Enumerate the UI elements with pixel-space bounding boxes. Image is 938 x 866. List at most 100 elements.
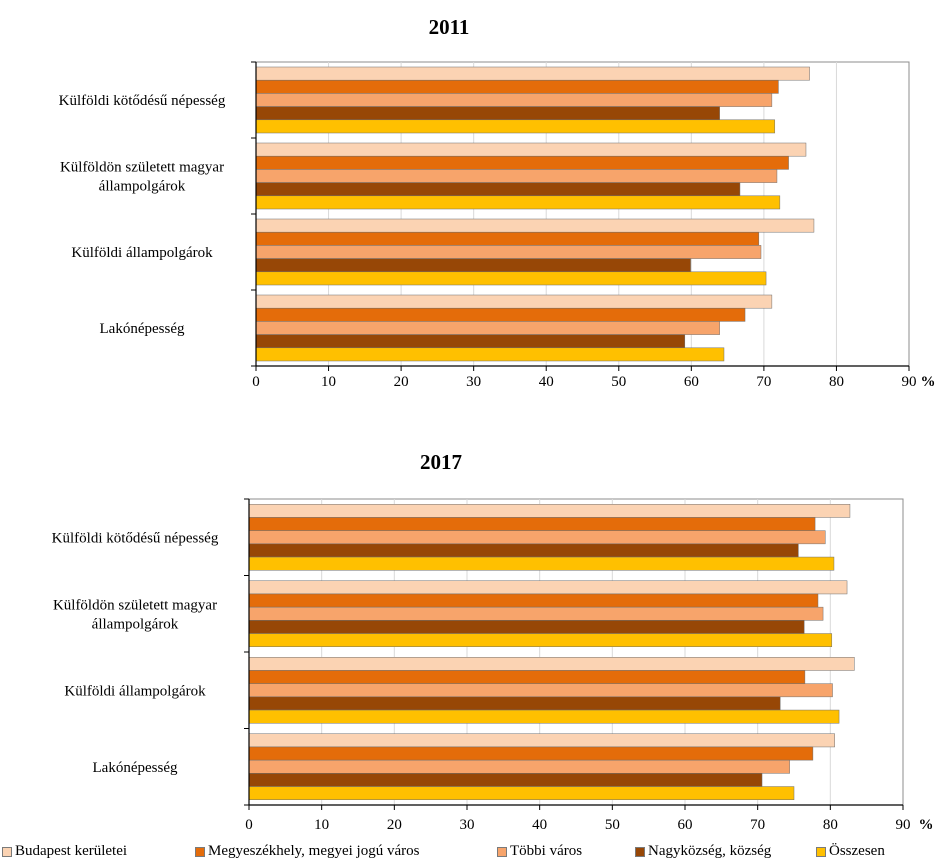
bar	[255, 258, 691, 273]
bar	[255, 79, 779, 94]
category-label: Külföldi állampolgárok	[64, 683, 206, 699]
bar	[248, 593, 819, 608]
category-label-line: Külföldi állampolgárok	[64, 683, 206, 699]
legend-item-nagykozseg: Nagyközség, község	[635, 843, 771, 860]
x-tick-label: 50	[605, 817, 620, 833]
x-tick-label: 20	[394, 374, 409, 390]
legend-label: Megyeszékhely, megyei jogú város	[208, 843, 420, 859]
chart-panel-2011: 2011 0 10 20 30 40 50 60 70 80 90 % Külföldi kötődés…	[59, 15, 936, 390]
x-tick-label: 80	[829, 374, 844, 390]
bar	[255, 142, 807, 157]
legend-swatch	[2, 846, 12, 857]
x-tick-label: 30	[466, 374, 481, 390]
legend-item-osszesen: Összesen	[816, 843, 885, 860]
x-tick-label: 70	[756, 374, 771, 390]
chart-svg: 2011 0 10 20 30 40 50 60 70 80 90 % Külföldi kötődés…	[52, 15, 936, 833]
x-tick-label: 60	[678, 817, 693, 833]
x-tick-label: 50	[611, 374, 626, 390]
legend-item-budapest: Budapest kerületei	[2, 843, 127, 860]
bar	[255, 307, 746, 322]
category-label: Lakónépesség	[100, 321, 185, 337]
bar	[248, 733, 835, 748]
bar	[255, 321, 720, 335]
category-label-line: állampolgárok	[92, 616, 179, 632]
bar	[248, 580, 848, 595]
bar	[248, 633, 833, 647]
legend-swatch	[195, 846, 205, 857]
bar	[255, 245, 762, 259]
category-label-line: Külföldön született magyar	[60, 160, 224, 176]
x-tick-label: 80	[823, 817, 838, 833]
bar	[248, 606, 824, 621]
category-label: Külföldön született magyar állampolgárok	[60, 160, 224, 195]
bar	[248, 504, 851, 518]
bar	[248, 517, 816, 531]
x-tick-label: 70	[750, 817, 765, 833]
x-tick-label: 60	[684, 374, 699, 390]
chart-title: 2017	[420, 450, 462, 474]
bar	[255, 106, 720, 121]
bar	[248, 556, 835, 571]
x-axis-label: %	[919, 817, 934, 833]
legend-swatch	[497, 846, 507, 857]
chart-panel-2017: 2017 0 10 20 30 40 50 60 70 80 90 % Külföldi kötődés…	[52, 450, 934, 833]
x-tick-label: 90	[902, 374, 917, 390]
bar	[248, 773, 763, 787]
bar	[248, 746, 814, 761]
bar	[255, 271, 767, 286]
x-tick-label: 20	[387, 817, 402, 833]
x-tick-label: 40	[539, 374, 554, 390]
category-label-line: állampolgárok	[99, 179, 186, 195]
bar	[248, 683, 833, 698]
legend-item-tobbi-varos: Többi város	[497, 843, 582, 860]
category-label: Külföldi állampolgárok	[71, 245, 213, 261]
x-tick-label: 30	[460, 817, 475, 833]
x-tick-label: 0	[245, 817, 253, 833]
bar	[255, 195, 781, 210]
category-label-line: Külföldön született magyar	[53, 597, 217, 613]
legend-label: Nagyközség, község	[648, 843, 772, 859]
chart-legend: Budapest kerületei Megyeszékhely, megyei…	[0, 843, 938, 865]
category-label-line: Külföldi kötődésű népesség	[52, 530, 219, 546]
bar	[255, 218, 815, 233]
bar	[255, 169, 778, 183]
bar	[255, 347, 725, 362]
bar	[255, 294, 773, 309]
bar	[248, 696, 781, 711]
bar	[248, 657, 855, 671]
category-label: Külföldi kötődésű népesség	[59, 93, 226, 109]
legend-swatch	[635, 846, 645, 857]
x-tick-label: 10	[314, 817, 329, 833]
category-label-line: Külföldi kötődésű népesség	[59, 93, 226, 109]
category-label-line: Lakónépesség	[93, 760, 178, 776]
category-label: Külföldi kötődésű népesség	[52, 530, 219, 546]
category-label: Külföldön született magyar állampolgárok	[53, 597, 217, 632]
legend-label: Összesen	[829, 843, 885, 859]
legend-label: Többi város	[510, 843, 583, 859]
bar	[248, 530, 826, 545]
x-tick-label: 40	[532, 817, 547, 833]
category-label-line: Lakónépesség	[100, 321, 185, 337]
legend-label: Budapest kerületei	[15, 843, 128, 859]
bar	[255, 231, 760, 246]
bar	[248, 620, 805, 634]
bar	[248, 709, 840, 724]
category-label-line: Külföldi állampolgárok	[71, 245, 213, 261]
x-tick-label: 0	[252, 374, 260, 390]
bar	[255, 66, 810, 81]
bar	[255, 155, 789, 170]
x-axis-label: %	[921, 374, 936, 390]
legend-swatch	[816, 846, 826, 857]
bar	[255, 182, 741, 197]
bar	[248, 670, 806, 684]
category-label: Lakónépesség	[93, 760, 178, 776]
bar	[255, 93, 773, 107]
bar	[255, 334, 686, 349]
legend-item-megyeszekhely: Megyeszékhely, megyei jogú város	[195, 843, 419, 860]
bar	[248, 786, 795, 800]
x-tick-label: 90	[896, 817, 911, 833]
x-tick-label: 10	[321, 374, 336, 390]
bar	[255, 119, 776, 134]
bar	[248, 543, 799, 558]
